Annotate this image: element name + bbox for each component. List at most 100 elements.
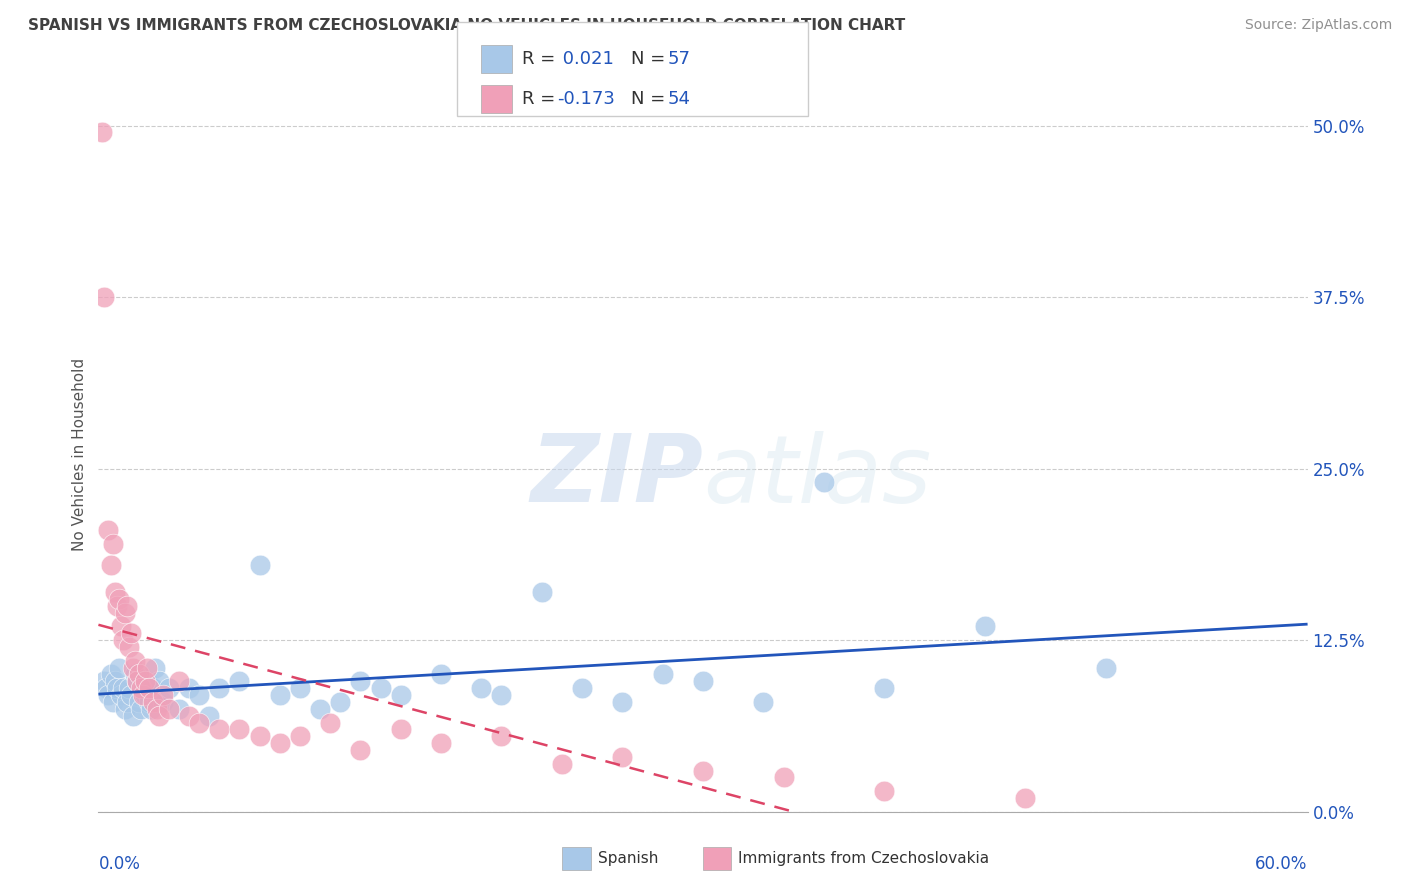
Point [115,695,138,709]
Point [114,702,136,716]
Point [101,537,124,551]
Text: N =: N = [631,50,665,68]
Text: R =: R = [522,90,555,108]
Point [93,674,115,689]
Y-axis label: No Vehicles in Household: No Vehicles in Household [72,359,87,551]
Point [120,626,142,640]
Point [103,674,125,689]
Point [157,681,180,696]
Text: -0.173: -0.173 [557,90,614,108]
Point [146,695,169,709]
Point [612,749,634,764]
Point [188,688,211,702]
Point [100,667,122,681]
Point [142,695,165,709]
Point [309,702,332,716]
Text: SPANISH VS IMMIGRANTS FROM CZECHOSLOVAKIA NO VEHICLES IN HOUSEHOLD CORRELATION C: SPANISH VS IMMIGRANTS FROM CZECHOSLOVAKI… [28,18,905,33]
Point [208,681,231,696]
Point [188,715,211,730]
Point [97,688,120,702]
Point [105,599,128,613]
Point [1095,660,1118,674]
Point [118,681,141,696]
Point [101,695,124,709]
Point [179,708,201,723]
Point [138,695,160,709]
Point [111,633,134,648]
Point [129,702,152,716]
Point [114,606,136,620]
Point [389,688,412,702]
Point [269,736,291,750]
Point [152,688,174,702]
Text: 0.021: 0.021 [557,50,613,68]
Point [692,764,714,778]
Point [389,723,412,737]
Point [124,654,146,668]
Point [97,524,120,538]
Point [120,688,142,702]
Text: Source: ZipAtlas.com: Source: ZipAtlas.com [1244,18,1392,32]
Text: ZIP: ZIP [530,430,703,523]
Point [139,702,162,716]
Point [228,674,250,689]
Point [134,688,156,702]
Point [288,729,311,743]
Text: 54: 54 [668,90,690,108]
Point [157,702,180,716]
Point [430,736,453,750]
Point [124,667,146,681]
Text: 57: 57 [668,50,690,68]
Point [269,688,291,702]
Point [772,771,794,785]
Point [107,660,129,674]
Point [110,619,132,633]
Point [148,674,170,689]
Point [370,681,392,696]
Point [651,667,673,681]
Point [491,729,513,743]
Point [873,681,896,696]
Point [100,558,122,572]
Point [551,756,574,771]
Point [115,599,138,613]
Point [105,681,128,696]
Point [111,681,134,696]
Point [135,674,157,689]
Point [288,681,311,696]
Point [125,674,148,689]
Point [148,708,170,723]
Point [873,784,896,798]
Point [1014,791,1036,805]
Point [249,729,271,743]
Point [491,688,513,702]
Point [349,674,371,689]
Point [118,640,141,654]
Point [612,695,634,709]
Point [121,660,143,674]
Point [228,723,250,737]
Point [146,702,169,716]
Point [179,681,201,696]
Point [91,125,114,139]
Point [128,695,150,709]
Point [349,743,371,757]
Point [198,708,221,723]
Text: Spanish: Spanish [598,852,658,866]
Point [319,715,342,730]
Point [121,708,143,723]
Point [96,681,118,696]
Point [128,667,150,681]
Point [470,681,492,696]
Point [132,688,155,702]
Text: atlas: atlas [703,431,931,522]
Point [107,592,129,607]
Point [167,702,190,716]
Point [571,681,593,696]
Point [93,290,115,304]
Point [167,674,190,689]
Point [752,695,775,709]
Point [329,695,352,709]
Point [103,585,125,599]
Point [692,674,714,689]
